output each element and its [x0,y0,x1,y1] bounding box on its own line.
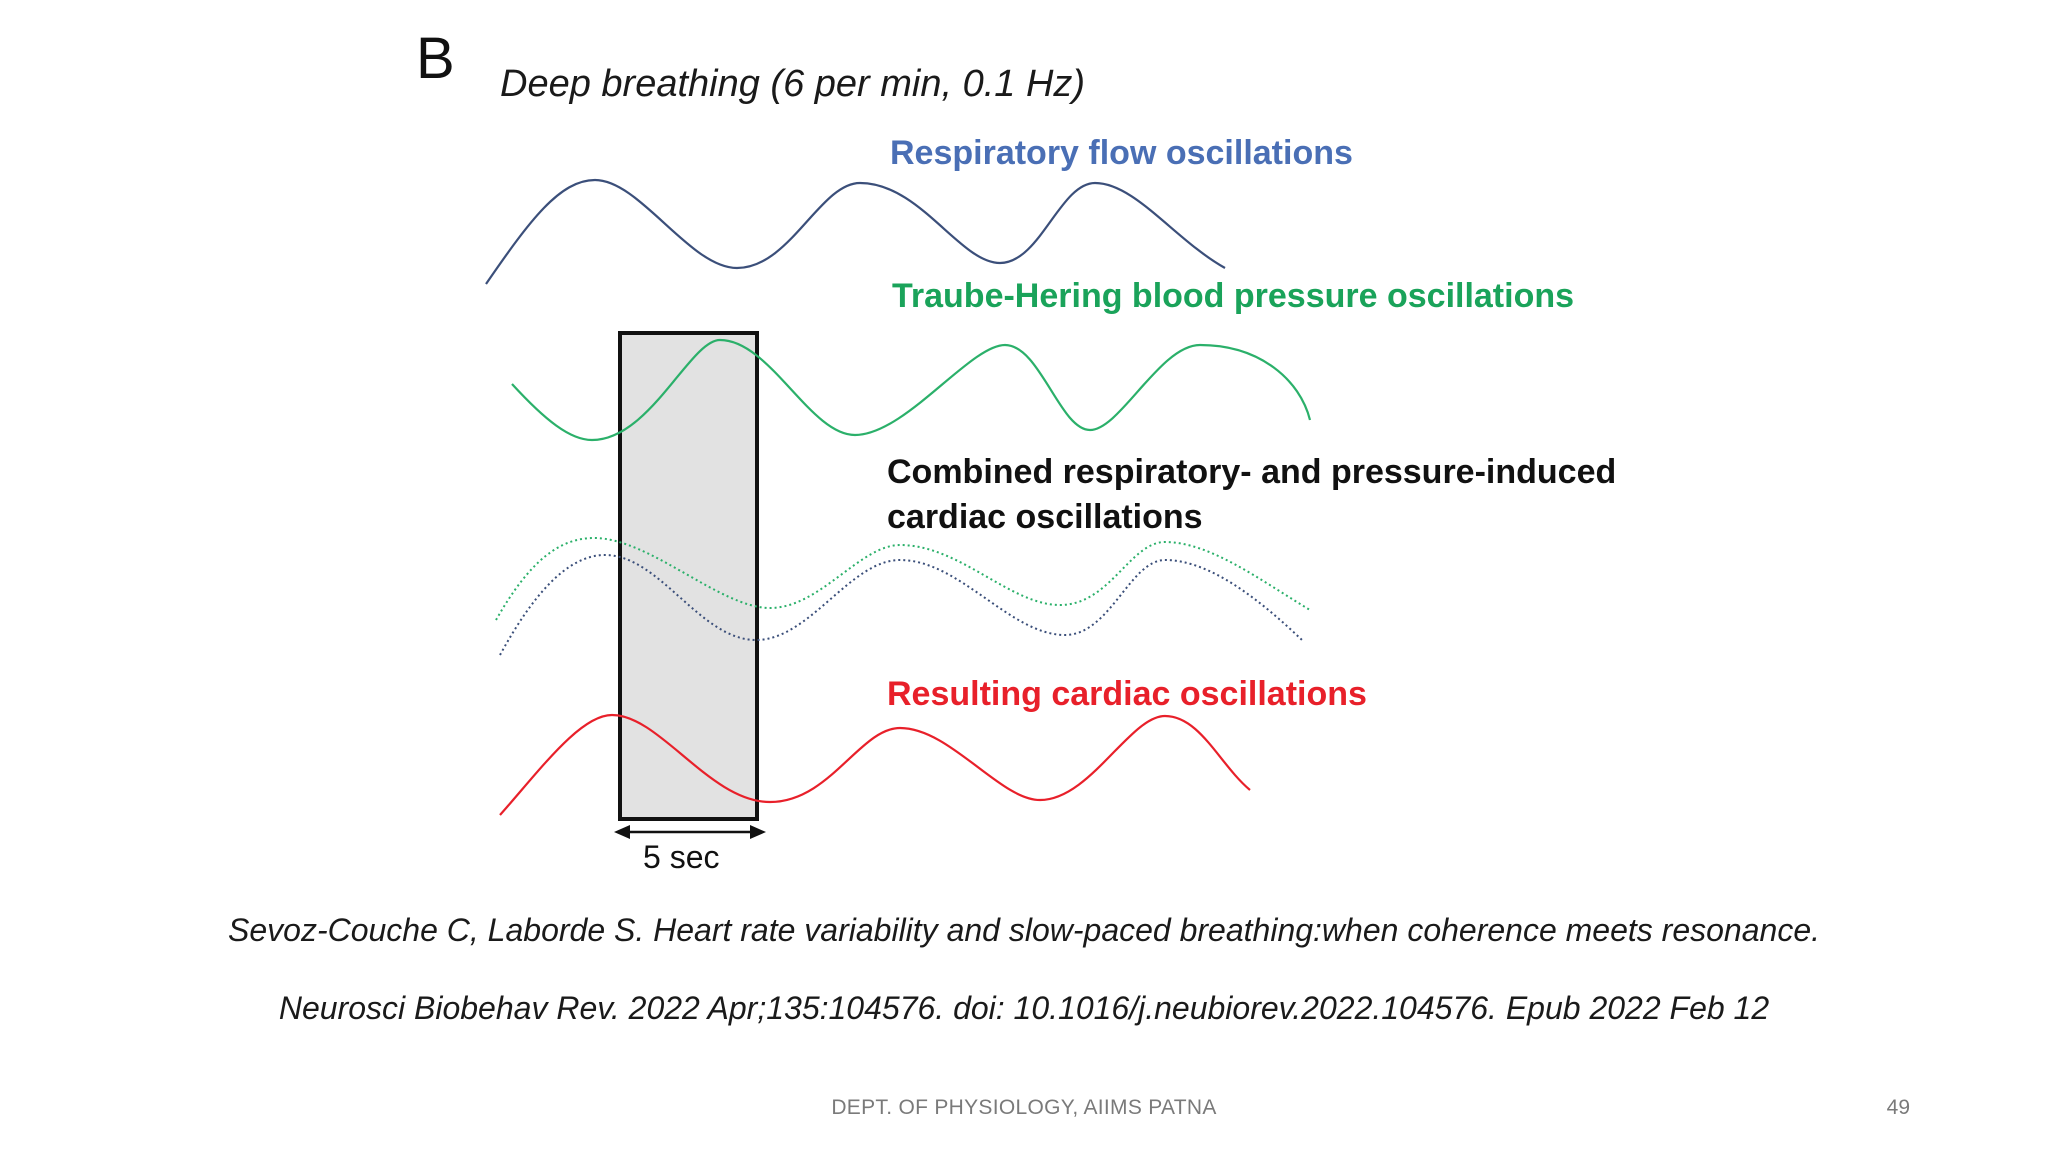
cardiac-oscillations-wave [499,713,1251,816]
respiratory-flow-wave [485,178,1226,285]
five-second-scale-arrow [614,825,766,839]
five-second-label: 5 sec [643,839,719,875]
panel-letter: B [416,26,455,91]
slide-page-number: 49 [1886,1096,1910,1119]
citation-line-2: Neurosci Biobehav Rev. 2022 Apr;135:1045… [278,990,1770,1026]
footer-department: DEPT. OF PHYSIOLOGY, AIIMS PATNA [831,1096,1217,1119]
respiratory-flow-label: Respiratory flow oscillations [890,134,1353,172]
blood-pressure-label: Traube-Hering blood pressure oscillation… [892,277,1574,315]
cardiac-oscillations-label: Resulting cardiac oscillations [887,675,1367,713]
blood-pressure-wave [511,338,1312,442]
combined-respiratory-dotted-wave [499,553,1303,656]
combined-pressure-dotted-wave [495,536,1311,621]
combined-label-line2: cardiac oscillations [887,498,1203,536]
citation-line-1: Sevoz-Couche C, Laborde S. Heart rate va… [228,912,1820,948]
figure-subtitle: Deep breathing (6 per min, 0.1 Hz) [500,63,1085,105]
combined-label-line1: Combined respiratory- and pressure-induc… [887,453,1616,491]
